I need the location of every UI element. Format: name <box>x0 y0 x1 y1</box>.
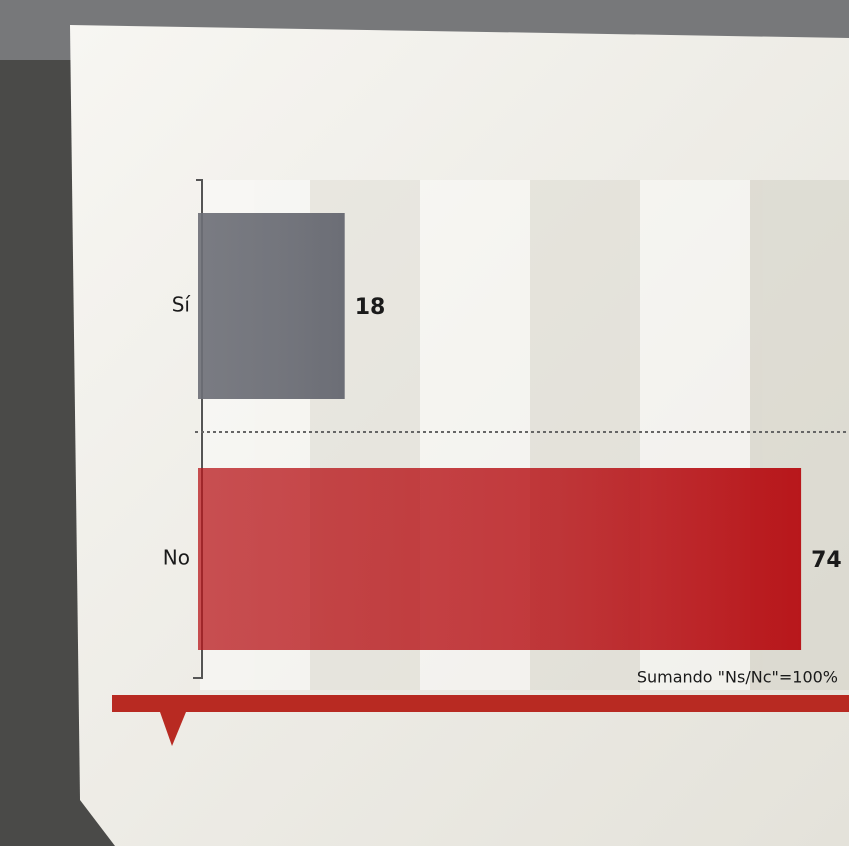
axis-bracket <box>193 179 203 679</box>
category-label: No <box>163 546 190 570</box>
annotation: Sumando "Ns/Nc"=100% <box>637 668 838 687</box>
category-label: Sí <box>172 293 192 317</box>
footer-band <box>112 695 849 712</box>
value-label: 74 <box>811 548 842 573</box>
bar <box>198 468 802 650</box>
value-label: 18 <box>355 295 386 320</box>
bar <box>198 213 345 399</box>
footer-pointer <box>160 712 186 746</box>
